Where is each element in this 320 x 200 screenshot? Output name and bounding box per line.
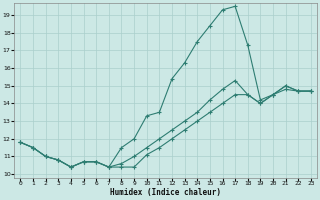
X-axis label: Humidex (Indice chaleur): Humidex (Indice chaleur): [110, 188, 221, 197]
